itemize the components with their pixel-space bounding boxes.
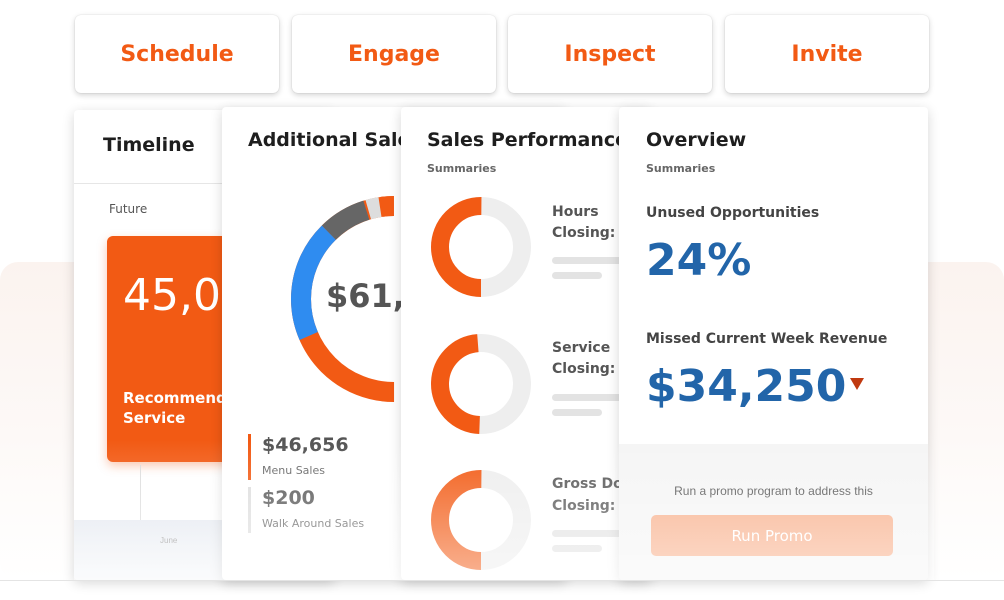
sales-performance-subtitle: Summaries xyxy=(427,162,497,175)
service-donut xyxy=(431,334,531,434)
missed-revenue-value: $34,250 xyxy=(646,361,847,412)
recommended-service-label: Recommended Service xyxy=(123,389,248,427)
skeleton-line xyxy=(552,409,602,416)
timeline-axis-line xyxy=(140,465,141,525)
skeleton-line xyxy=(552,545,602,552)
sales-performance-card: Sales Performance Summaries Hours Closin… xyxy=(401,107,651,580)
sales-performance-title: Sales Performance xyxy=(427,129,628,151)
legend-color-bar xyxy=(248,434,251,480)
legend-color-bar xyxy=(248,487,251,533)
hours-closing: Closing: xyxy=(552,225,616,241)
tab-invite[interactable]: Invite xyxy=(725,15,929,93)
timeline-period-label: Future xyxy=(109,202,148,216)
service-name: Service xyxy=(552,340,611,356)
donut-segment-top xyxy=(291,196,497,402)
gross-dollars-donut xyxy=(431,470,531,570)
run-promo-button[interactable]: Run Promo xyxy=(651,515,893,556)
walk-around-sales-caption: Walk Around Sales xyxy=(262,517,365,530)
bottom-rule xyxy=(0,580,1004,581)
hours-name: Hours xyxy=(552,204,599,220)
menu-sales-value: $46,656 xyxy=(262,434,349,456)
timeline-divider xyxy=(74,183,334,184)
additional-sales-donut xyxy=(291,196,497,402)
unused-opportunities-label: Unused Opportunities xyxy=(646,205,820,221)
walk-around-sales-value: $200 xyxy=(262,487,315,509)
overview-card: Overview Summaries Unused Opportunities … xyxy=(619,107,928,580)
promo-section: Run a promo program to address this Run … xyxy=(619,444,928,580)
timeline-month-label: June xyxy=(160,536,178,545)
skeleton-line xyxy=(552,394,651,401)
overview-subtitle: Summaries xyxy=(646,162,716,175)
skeleton-line xyxy=(552,257,651,264)
menu-sales-caption: Menu Sales xyxy=(262,464,325,477)
promo-message: Run a promo program to address this xyxy=(674,484,873,498)
tab-inspect[interactable]: Inspect xyxy=(508,15,712,93)
additional-sales-title: Additional Sales xyxy=(248,129,422,151)
gross-dollars-closing: Closing: xyxy=(552,498,616,514)
gross-dollars-name: Gross Dol xyxy=(552,476,628,492)
skeleton-line xyxy=(552,272,602,279)
timeline-title: Timeline xyxy=(103,134,195,156)
unused-opportunities-value: 24% xyxy=(646,235,752,286)
service-closing: Closing: xyxy=(552,361,616,377)
tab-schedule[interactable]: Schedule xyxy=(75,15,279,93)
missed-revenue-label: Missed Current Week Revenue xyxy=(646,331,888,347)
hours-donut xyxy=(431,197,531,297)
overview-title: Overview xyxy=(646,129,747,151)
triangle-down-icon xyxy=(850,378,864,390)
tab-engage[interactable]: Engage xyxy=(292,15,496,93)
donut-segment-blue xyxy=(291,196,497,402)
